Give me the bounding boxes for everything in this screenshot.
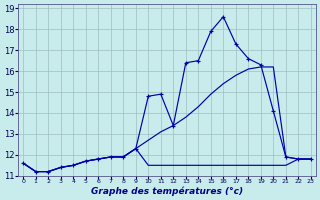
X-axis label: Graphe des températures (°c): Graphe des températures (°c) [91, 186, 243, 196]
